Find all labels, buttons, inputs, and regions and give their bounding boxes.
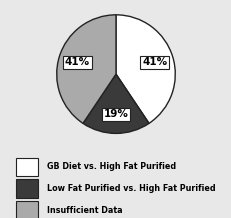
Bar xyxy=(16,158,38,176)
Bar xyxy=(16,179,38,198)
Wedge shape xyxy=(116,15,175,123)
Bar xyxy=(16,201,38,218)
Text: GB Diet vs. High Fat Purified: GB Diet vs. High Fat Purified xyxy=(47,162,175,172)
Text: Low Fat Purified vs. High Fat Purified: Low Fat Purified vs. High Fat Purified xyxy=(47,184,215,193)
Text: 41%: 41% xyxy=(141,57,166,67)
Text: 19%: 19% xyxy=(103,109,128,119)
Text: 41%: 41% xyxy=(65,57,90,67)
Wedge shape xyxy=(56,15,116,123)
Wedge shape xyxy=(83,74,148,133)
Text: Insufficient Data: Insufficient Data xyxy=(47,206,122,215)
